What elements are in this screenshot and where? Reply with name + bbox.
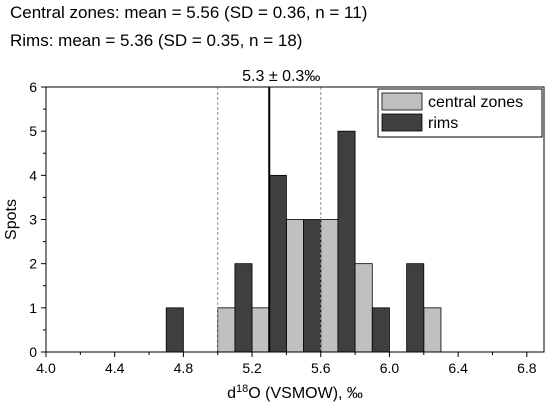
x-tick-label: 4.4 xyxy=(105,360,125,376)
x-axis-title-suffix: O (VSMOW), ‰ xyxy=(248,385,363,402)
y-axis-title: Spots xyxy=(3,199,20,240)
y-tick-label: 4 xyxy=(29,167,37,183)
y-tick-label: 5 xyxy=(29,123,37,139)
bars-layer xyxy=(165,130,442,353)
x-axis-title: d18O (VSMOW), ‰ xyxy=(227,383,363,402)
bar-rims xyxy=(371,307,390,353)
chart-header-central: Central zones: mean = 5.56 (SD = 0.36, n… xyxy=(10,3,368,22)
bar-rims xyxy=(337,130,356,353)
bar-rims xyxy=(406,263,425,353)
bar-central-zones xyxy=(251,307,270,353)
bar-rims xyxy=(303,219,322,353)
y-tick-label: 2 xyxy=(29,256,37,272)
legend-label-rims: rims xyxy=(428,115,458,132)
reference-lines xyxy=(217,87,322,352)
y-tick-label: 0 xyxy=(29,344,37,360)
bar-rims xyxy=(165,307,184,353)
y-tick-label: 6 xyxy=(29,79,37,95)
bar-central-zones xyxy=(286,219,304,353)
bar-central-zones xyxy=(217,307,236,353)
bar-rims xyxy=(268,174,287,353)
x-axis-title-superscript: 18 xyxy=(236,383,248,395)
y-tick-label: 3 xyxy=(29,212,37,228)
x-tick-label: 4.0 xyxy=(36,360,56,376)
mean-annotation: 5.3 ± 0.3‰ xyxy=(242,68,320,85)
legend-swatch-rims xyxy=(381,113,423,132)
axis-ticks: 4.0 4.4 4.8 5.2 5.6 6.0 6.4 6.8 0 1 2 3 4 5 6 xyxy=(29,79,537,376)
x-axis-title-prefix: d xyxy=(227,385,236,402)
legend-label-central-zones: central zones xyxy=(428,94,523,111)
legend: central zones rims xyxy=(377,88,543,138)
chart-header-rims: Rims: mean = 5.36 (SD = 0.35, n = 18) xyxy=(10,31,303,50)
legend-swatch-central-zones xyxy=(381,92,423,111)
x-tick-label: 6.4 xyxy=(448,360,468,376)
bar-central-zones xyxy=(320,219,339,353)
y-tick-label: 1 xyxy=(29,300,37,316)
x-tick-label: 4.8 xyxy=(174,360,194,376)
x-tick-label: 6.0 xyxy=(380,360,400,376)
bar-central-zones xyxy=(354,263,373,353)
x-tick-label: 5.2 xyxy=(242,360,262,376)
bar-central-zones xyxy=(423,307,442,353)
x-tick-label: 6.8 xyxy=(517,360,537,376)
bar-rims xyxy=(234,263,253,353)
x-tick-label: 5.6 xyxy=(311,360,331,376)
